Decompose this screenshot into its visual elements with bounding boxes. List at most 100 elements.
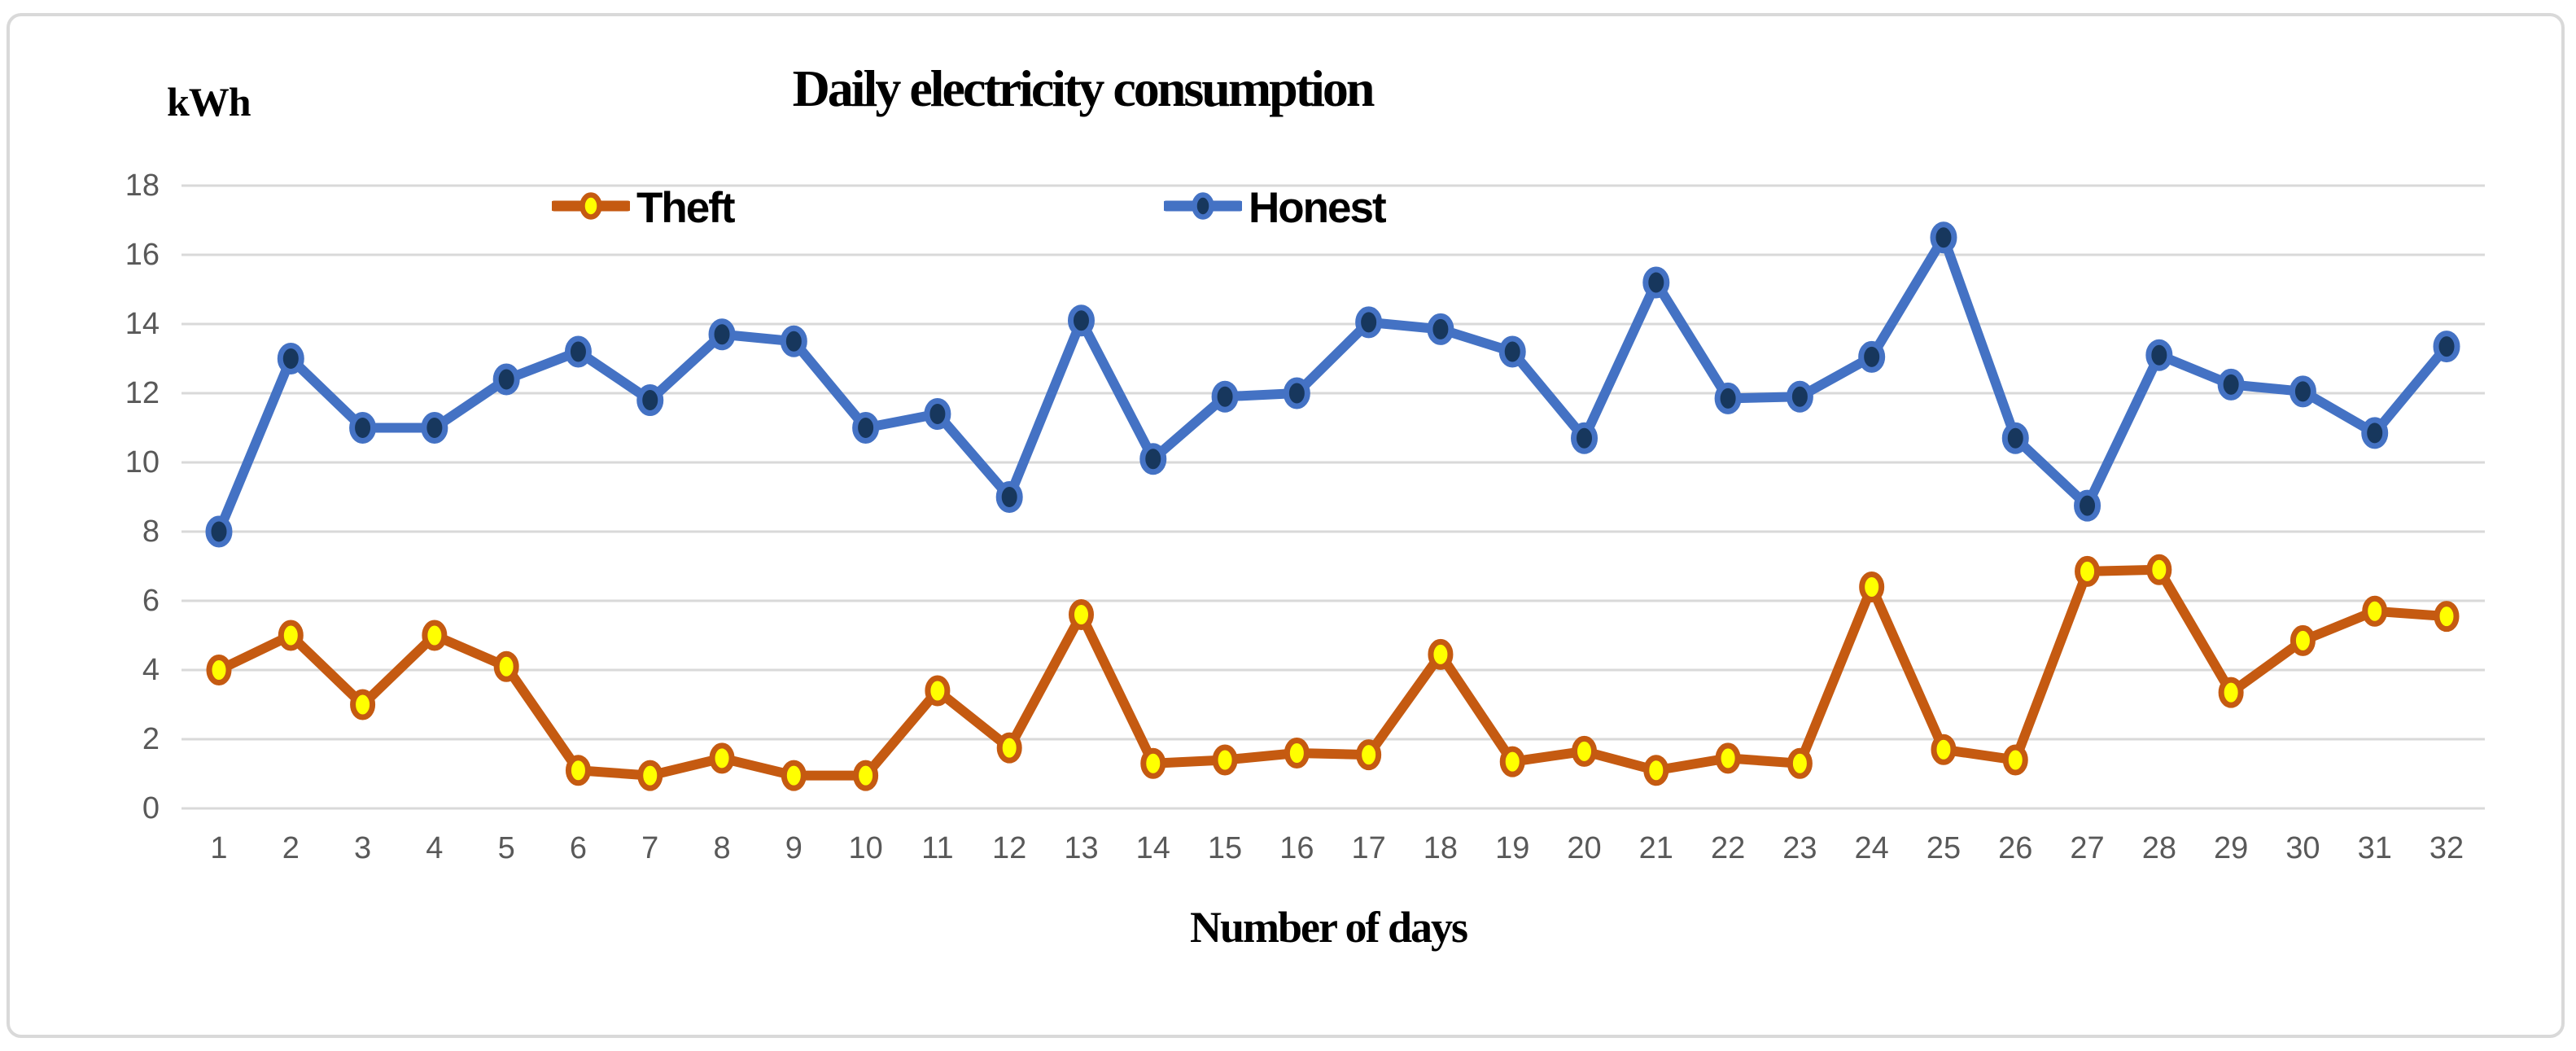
theft-data-marker [2002,744,2028,776]
honest-data-marker [2217,368,2245,401]
honest-data-marker [852,412,880,444]
theft-data-marker [1140,747,1166,779]
x-tick-label: 15 [1208,831,1242,865]
x-tick-label: 1 [210,831,227,865]
y-tick-label: 8 [142,515,160,549]
x-tick-label: 25 [1927,831,1961,865]
x-tick-label: 2 [282,831,300,865]
x-tick-label: 11 [921,831,953,865]
x-tick-label: 9 [785,831,803,865]
honest-data-marker [1498,335,1526,368]
x-tick-label: 30 [2285,831,2320,865]
y-tick-label: 12 [125,376,160,410]
x-tick-label: 19 [1495,831,1529,865]
honest-data-marker [2361,417,2389,449]
x-tick-label: 14 [1136,831,1170,865]
honest-data-marker [1067,304,1095,337]
theft-data-marker [1284,738,1310,769]
legend-item-theft: Theft [549,183,736,232]
honest-data-marker [1642,266,1670,299]
theft-data-marker [1572,735,1598,767]
theft-data-marker [853,760,879,791]
honest-series-line [214,232,2451,536]
x-tick-label: 27 [2070,831,2104,865]
x-tick-label: 7 [641,831,658,865]
honest-data-marker [1714,382,1742,414]
theft-data-marker [1499,746,1525,777]
theft-data-marker [565,755,591,786]
theft-data-marker [350,689,376,720]
theft-series-marker-icon [549,187,633,229]
honest-data-marker [1786,380,1813,413]
legend-item-honest: Honest [1161,184,1387,232]
x-axis-title: Number of days [1189,903,1468,952]
y-tick-label: 16 [125,238,160,272]
honest-data-marker [2145,339,2173,371]
honest-data-marker [1930,221,1957,254]
theft-data-marker [2218,677,2244,708]
x-tick-label: 6 [570,831,587,865]
y-tick-label: 14 [125,307,160,341]
theft-data-marker [1428,638,1454,670]
legend-label-theft: Theft [636,183,736,232]
y-tick-label: 2 [142,722,160,756]
x-tick-label: 20 [1567,831,1601,865]
theft-data-marker [1931,734,1957,765]
theft-data-marker [278,620,304,651]
theft-data-marker [2434,601,2460,633]
theft-data-marker [2146,554,2172,585]
x-tick-label: 3 [354,831,371,865]
x-tick-label: 28 [2142,831,2176,865]
honest-data-marker [924,398,951,430]
honest-data-marker [2433,331,2460,363]
x-tick-label: 17 [1352,831,1386,865]
theft-data-marker [493,650,519,682]
honest-data-marker [995,481,1023,513]
x-tick-label: 32 [2429,831,2464,865]
legend-swatch-line [549,191,633,220]
honest-data-marker [1283,377,1310,409]
honest-data-marker [277,343,304,374]
x-tick-label: 8 [713,831,730,865]
theft-data-marker [1715,742,1741,774]
honest-data-marker [1211,380,1239,413]
x-tick-label: 12 [992,831,1026,865]
honest-data-marker [1355,306,1383,339]
theft-data-marker [1859,571,1885,602]
honest-data-marker [2001,422,2029,454]
honest-data-marker [492,363,520,396]
x-tick-label: 13 [1064,831,1098,865]
chart-frame [7,13,2565,1038]
honest-data-marker [1858,340,1886,373]
y-axis-unit-label: kWh [167,79,251,125]
theft-data-marker [206,655,232,685]
theft-data-marker [709,742,735,774]
theft-data-marker [1787,747,1813,779]
theft-data-marker [1643,755,1669,786]
y-tick-label: 0 [142,791,160,825]
theft-data-marker [1212,744,1238,776]
honest-data-marker [780,325,807,357]
honest-data-marker [2074,489,2101,522]
x-tick-label: 5 [498,831,515,865]
x-tick-label: 29 [2214,831,2248,865]
theft-data-marker [422,620,448,651]
x-tick-label: 24 [1855,831,1889,865]
y-tick-label: 10 [125,445,160,480]
honest-data-marker [708,318,736,351]
honest-series-marker-icon [1161,187,1245,229]
y-tick-label: 6 [142,584,160,618]
honest-data-marker [1427,313,1454,345]
theft-data-marker [637,760,663,791]
honest-data-marker [421,412,448,444]
theft-data-marker [925,675,951,707]
honest-data-marker [1571,422,1599,454]
x-tick-label: 22 [1711,831,1745,865]
theft-data-marker [2075,555,2101,587]
x-tick-label: 21 [1639,831,1673,865]
x-tick-label: 23 [1782,831,1817,865]
honest-data-marker [349,412,377,444]
theft-data-marker [1068,599,1094,630]
